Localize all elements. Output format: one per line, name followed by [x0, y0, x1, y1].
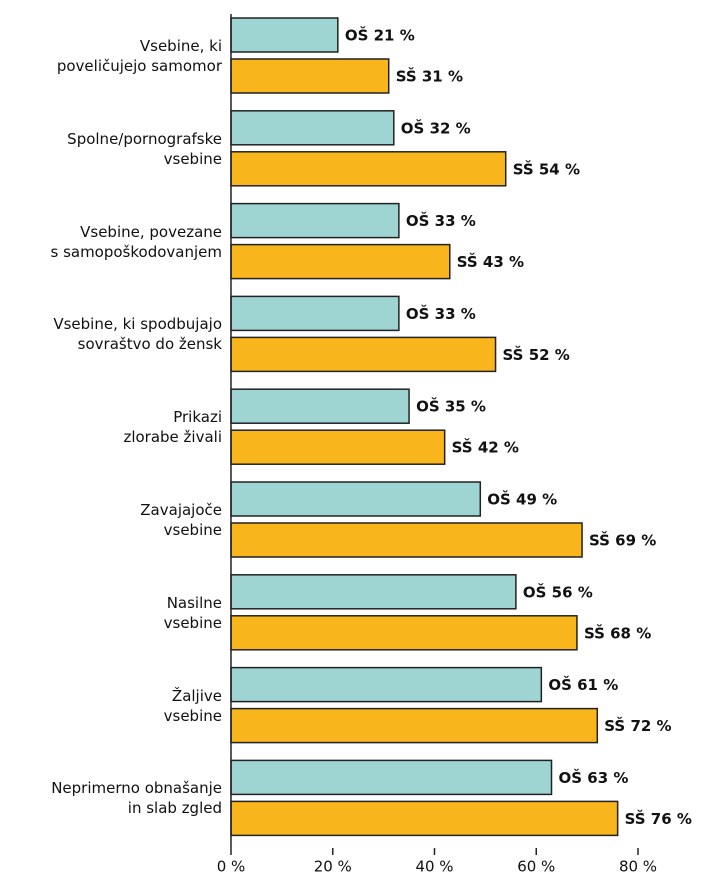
bar [230, 295, 400, 332]
category-label: Zavajajoče vsebine [140, 501, 222, 539]
x-tick-label: 20 % [314, 858, 352, 874]
value-label: SŠ 72 % [604, 716, 671, 735]
value-label: OŠ 49 % [487, 490, 557, 509]
bar [230, 151, 507, 187]
value-label: OŠ 33 % [406, 211, 476, 230]
category-label: Neprimerno obnašanje in slab zgled [51, 779, 222, 818]
bar [230, 17, 339, 53]
bar [230, 481, 482, 517]
value-label: SŠ 42 % [452, 438, 519, 457]
bar [230, 110, 395, 146]
value-label: OŠ 61 % [548, 675, 618, 694]
bar [230, 58, 390, 94]
bar [230, 574, 517, 610]
bar [230, 522, 583, 558]
category-label: Vsebine, ki poveličujejo samomor [56, 37, 222, 75]
category-label: Vsebine, ki spodbujajo sovraštvo do žens… [53, 315, 222, 354]
value-label: OŠ 21 % [345, 26, 415, 45]
value-label: OŠ 33 % [406, 304, 476, 323]
category-label: Vsebine, povezane s samopoškodovanjem [50, 222, 222, 261]
bar [230, 388, 410, 424]
value-label: SŠ 54 % [513, 159, 580, 178]
bar [230, 202, 400, 239]
bar [230, 615, 578, 651]
x-tick-label: 0 % [217, 858, 246, 874]
bar [230, 336, 497, 373]
value-label: SŠ 43 % [457, 252, 524, 271]
value-label: SŠ 76 % [625, 809, 692, 828]
x-tick-label: 60 % [517, 858, 555, 874]
category-label: Prikazi zlorabe živali [123, 408, 222, 447]
value-label: SŠ 68 % [584, 623, 651, 642]
bar [230, 759, 553, 796]
x-tick-label: 80 % [619, 858, 657, 874]
value-label: SŠ 52 % [503, 345, 570, 364]
category-label: Nasilne vsebine [163, 593, 222, 632]
value-label: OŠ 56 % [523, 582, 593, 601]
bar [230, 243, 451, 280]
bar [230, 666, 543, 703]
bar [230, 800, 619, 837]
x-tick-label: 40 % [415, 858, 453, 874]
bar [230, 707, 599, 744]
value-label: OŠ 63 % [559, 768, 629, 787]
value-label: OŠ 32 % [401, 118, 471, 137]
value-label: OŠ 35 % [416, 397, 486, 416]
value-label: SŠ 31 % [396, 67, 463, 86]
value-label: SŠ 69 % [589, 531, 656, 550]
category-label: Spolne/pornografske vsebine [67, 129, 222, 168]
bar [230, 429, 446, 465]
category-label: Žaljive vsebine [163, 686, 222, 725]
